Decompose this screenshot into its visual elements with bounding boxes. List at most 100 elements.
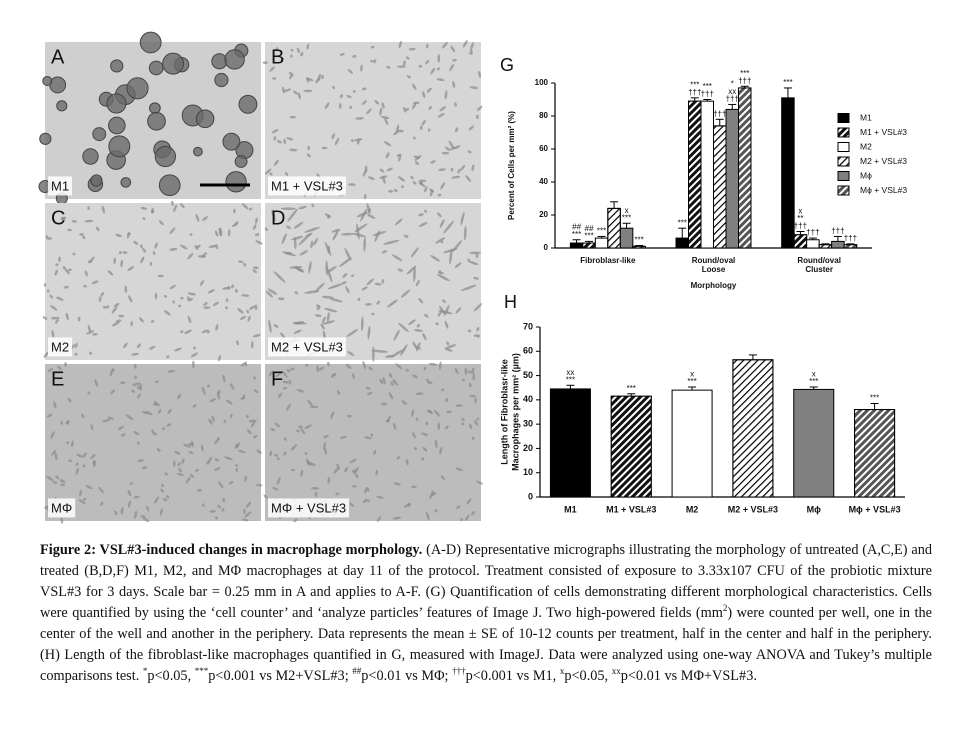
cell — [113, 257, 116, 265]
cell — [324, 307, 338, 313]
cell — [64, 268, 70, 275]
cell — [304, 290, 320, 294]
cell — [297, 92, 302, 100]
cell — [79, 233, 84, 236]
cell — [473, 276, 479, 280]
bar — [781, 97, 795, 249]
cell — [125, 414, 134, 421]
cell — [192, 360, 195, 369]
cell — [64, 362, 67, 367]
cell — [438, 270, 442, 274]
cell — [120, 259, 124, 268]
cell — [124, 285, 128, 294]
significance-label: ††† — [713, 109, 726, 118]
cell — [395, 218, 403, 226]
cell — [405, 107, 410, 111]
cell — [315, 77, 321, 84]
cell — [327, 214, 331, 219]
caption-sup: ## — [352, 666, 362, 677]
cell — [206, 330, 210, 334]
y-tick-label: 20 — [523, 443, 533, 453]
cell — [269, 450, 273, 457]
cell — [413, 155, 420, 159]
bar — [725, 108, 739, 249]
cell — [154, 380, 159, 384]
cell — [418, 179, 427, 183]
cell — [360, 316, 364, 332]
bar — [671, 389, 713, 498]
cell — [217, 504, 222, 509]
cell — [418, 64, 423, 68]
cell — [77, 316, 81, 322]
cell — [203, 306, 211, 309]
cell — [477, 334, 480, 338]
y-tick-label: 60 — [539, 144, 548, 153]
cell — [393, 130, 400, 136]
micrograph: F MΦ + VSL#3 — [263, 360, 483, 523]
cell — [282, 386, 287, 390]
cell — [430, 67, 436, 75]
cell — [437, 193, 442, 197]
cell — [374, 99, 380, 105]
cell — [327, 361, 330, 367]
cell — [90, 454, 96, 460]
cell — [273, 324, 279, 328]
cell — [439, 106, 447, 112]
figure-caption: Figure 2: VSL#3-induced changes in macro… — [40, 540, 932, 687]
cell — [118, 251, 122, 255]
cell — [390, 349, 404, 358]
cell — [43, 351, 49, 358]
cell — [152, 432, 158, 436]
significance-label: *** — [678, 218, 687, 227]
cell — [454, 262, 462, 269]
cell — [437, 113, 445, 118]
y-tick-label: 20 — [539, 210, 548, 219]
cell — [427, 409, 433, 415]
cell — [398, 153, 402, 162]
cell — [109, 369, 114, 377]
cell — [146, 505, 150, 512]
significance-label: ††† — [806, 228, 819, 237]
x-tick-label: Cluster — [805, 265, 833, 274]
cell — [352, 90, 356, 93]
cell — [310, 240, 314, 249]
cell — [467, 150, 472, 154]
caption-text: (A-D) Representative micrographs illustr… — [40, 542, 932, 621]
cell — [218, 481, 224, 489]
cell — [169, 227, 176, 235]
panel-label: MΦ — [51, 500, 72, 515]
cell — [455, 404, 463, 407]
significance-label: *** — [572, 230, 581, 239]
micrograph: A M1 — [38, 31, 261, 205]
cell — [379, 175, 388, 179]
cell — [335, 492, 340, 496]
caption-text: p<0.01 vs MΦ+VSL#3. — [620, 668, 757, 684]
significance-label: ††† — [794, 222, 807, 231]
cell — [476, 480, 483, 485]
y-tick-label: 60 — [523, 346, 533, 356]
cell — [138, 317, 145, 323]
legend-swatch — [837, 142, 850, 152]
cell — [134, 510, 138, 519]
cell — [473, 303, 483, 312]
cell — [332, 373, 337, 377]
cell — [374, 282, 382, 286]
cell — [339, 257, 353, 267]
cell — [46, 475, 54, 482]
cell — [208, 245, 217, 248]
cell — [411, 485, 417, 489]
cell — [310, 405, 319, 409]
panel-label-box — [48, 498, 76, 518]
cell — [241, 518, 249, 522]
x-tick-label: Mϕ — [807, 504, 821, 514]
cell — [386, 65, 391, 69]
cell — [423, 366, 427, 371]
cell — [332, 85, 335, 90]
panel-label: MΦ + VSL#3 — [271, 500, 346, 515]
cell — [268, 319, 272, 333]
panel-letter: B — [271, 46, 284, 68]
cell — [189, 473, 195, 478]
cell — [55, 475, 60, 480]
cell — [353, 466, 359, 475]
cell — [180, 330, 184, 334]
